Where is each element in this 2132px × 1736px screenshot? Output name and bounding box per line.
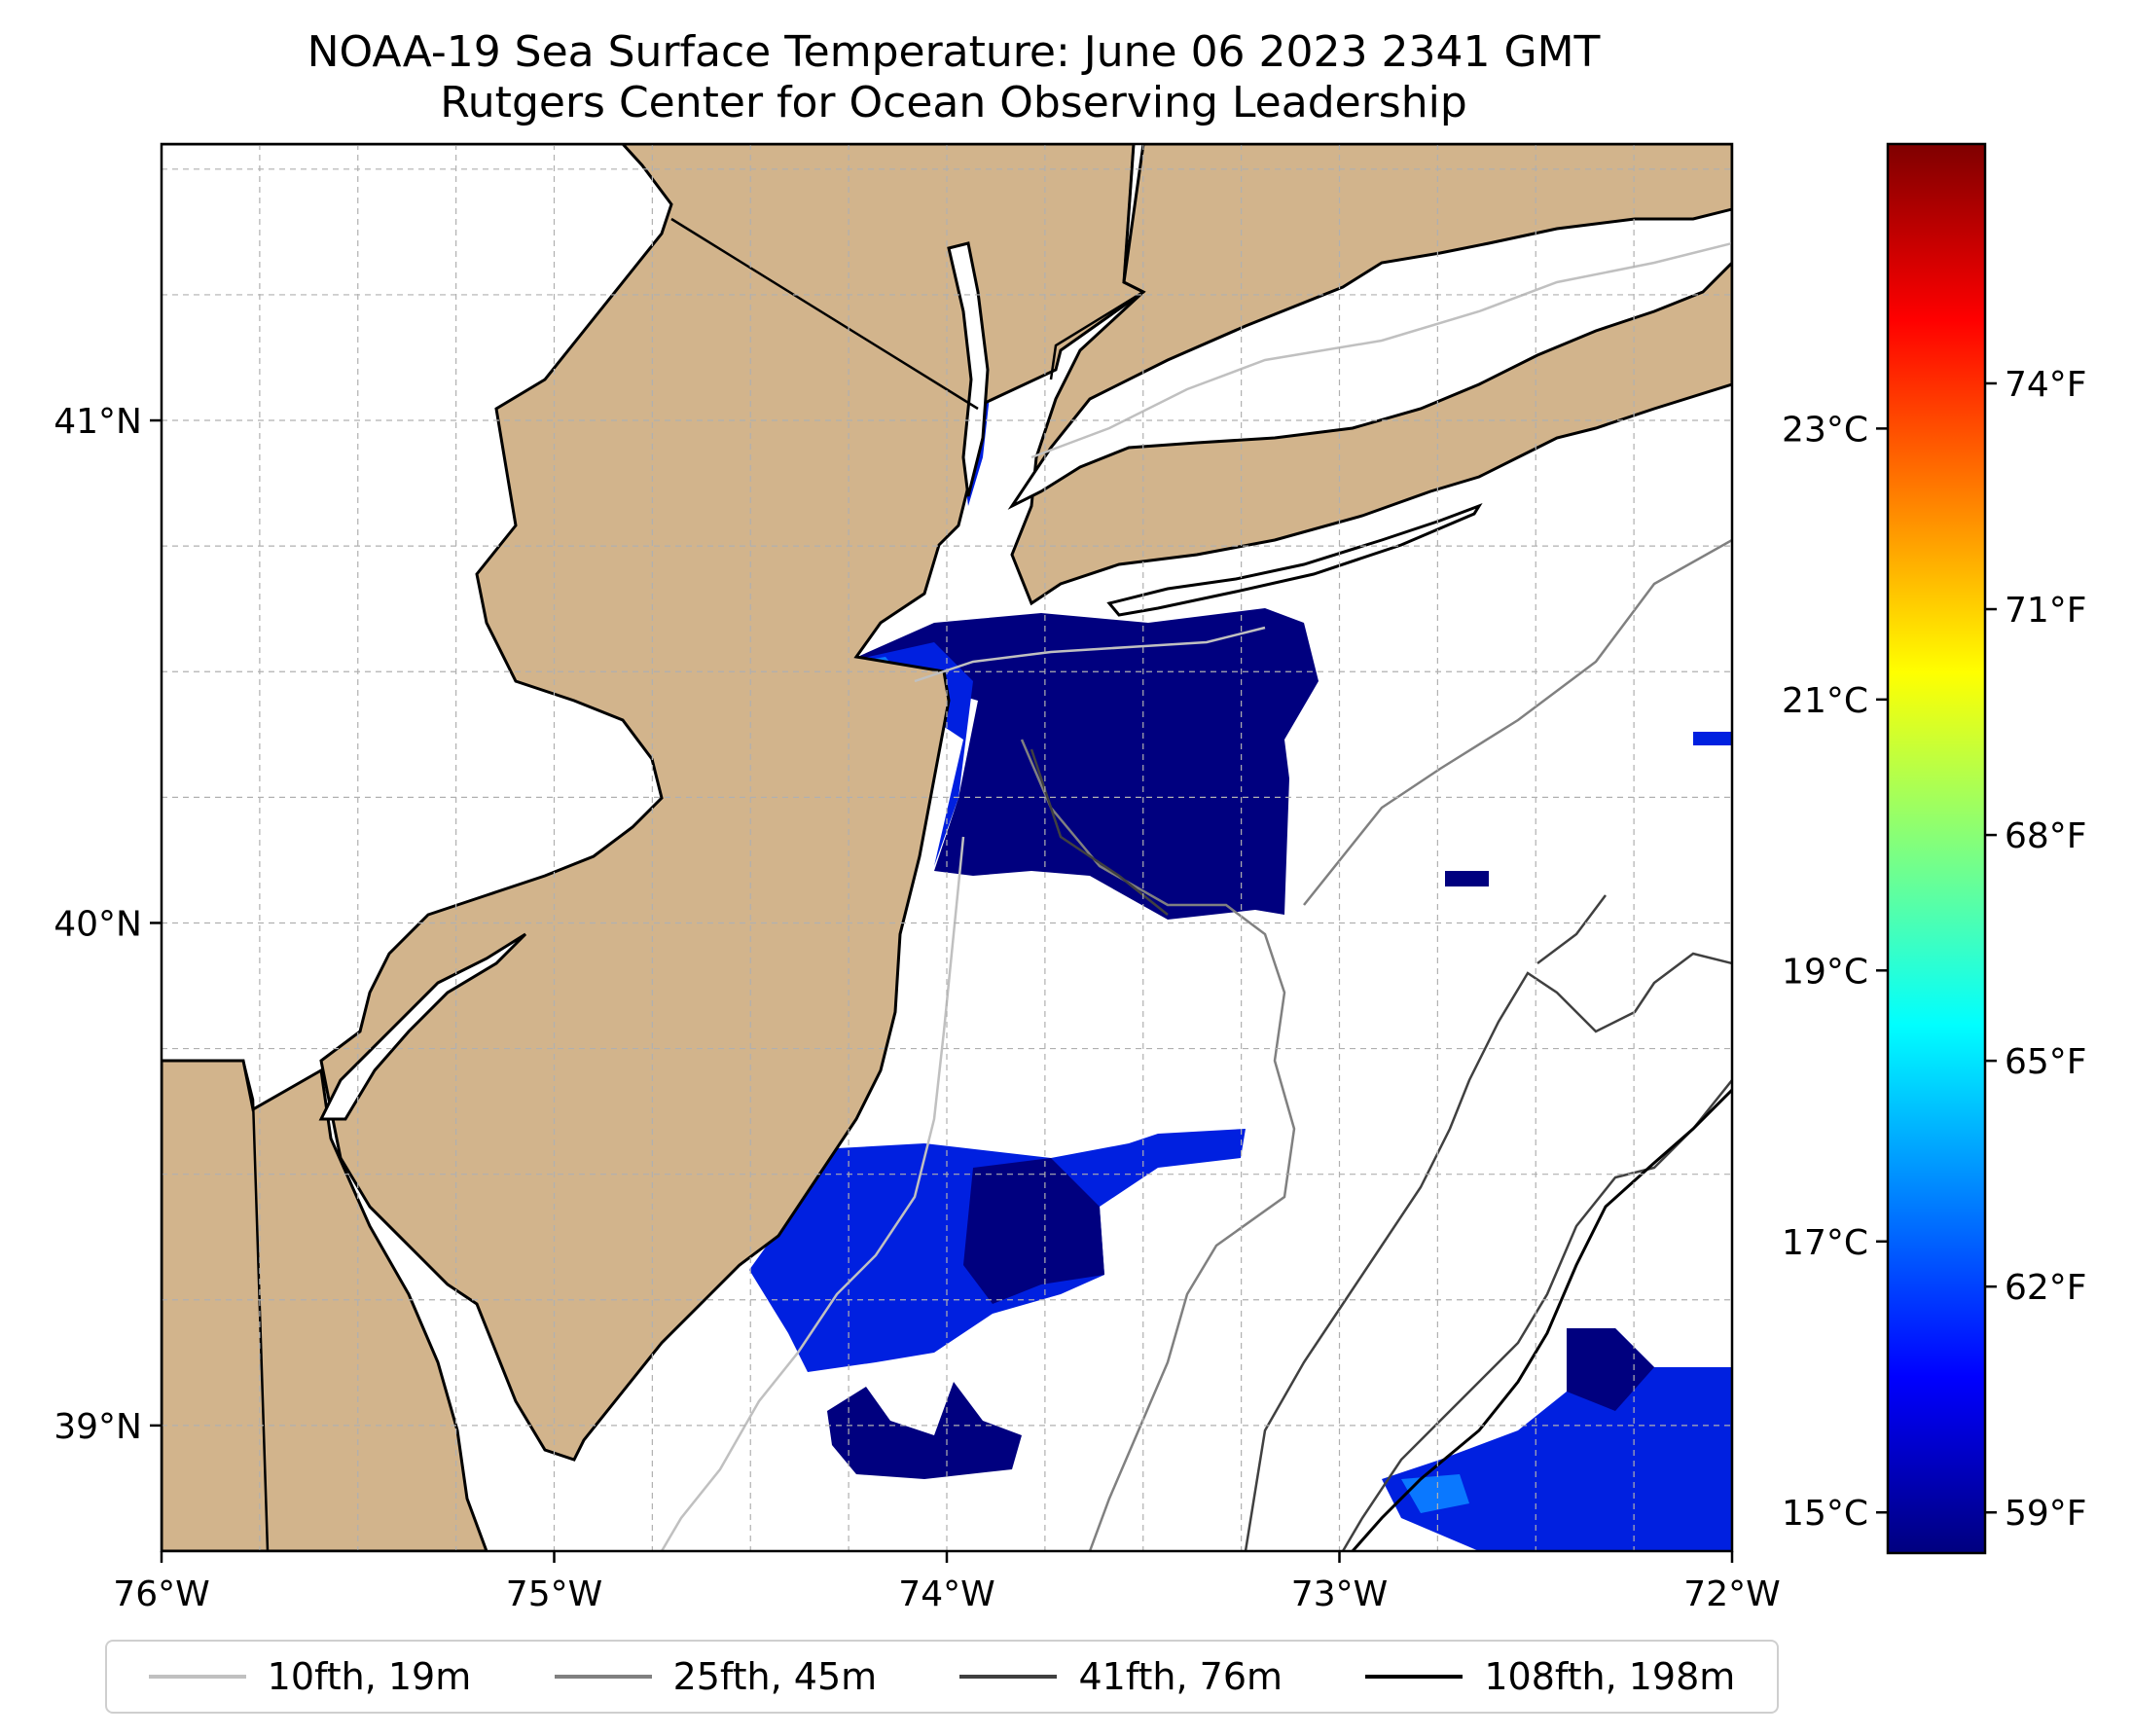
sst-patch-southeast-light bbox=[1401, 1474, 1469, 1513]
lat-tick-label: 39°N bbox=[54, 1407, 142, 1447]
sst-patch-southeast-dark bbox=[1567, 1328, 1654, 1411]
colorbar: 15°C 17°C 19°C 21°C 23°C 59°F 62°F 65°F 68°F 71°… bbox=[1782, 142, 2087, 1555]
sst-speck-east bbox=[1693, 732, 1732, 745]
colorbar-fahrenheit-label: 74°F bbox=[2005, 365, 2087, 405]
legend-label: 41fth, 76m bbox=[1078, 1655, 1283, 1698]
land-nj-pa bbox=[162, 144, 1146, 1462]
lat-axis: 41°N 40°N 39°N bbox=[54, 402, 162, 1447]
legend-line-swatch bbox=[148, 1675, 246, 1679]
isobath-layer bbox=[660, 241, 1732, 1551]
legend-label: 10fth, 19m bbox=[267, 1655, 472, 1698]
colorbar-fahrenheit-label: 59°F bbox=[2005, 1494, 2087, 1534]
legend-line-swatch bbox=[1365, 1675, 1463, 1679]
colorbar-fahrenheit-axis: 59°F 62°F 65°F 68°F 71°F 74°F bbox=[1985, 365, 2087, 1534]
lon-tick-label: 73°W bbox=[1291, 1574, 1388, 1614]
colorbar-fahrenheit-label: 71°F bbox=[2005, 591, 2087, 631]
colorbar-celsius-axis: 15°C 17°C 19°C 21°C 23°C bbox=[1782, 410, 1888, 1534]
lat-tick-label: 40°N bbox=[54, 904, 142, 944]
title-line-1: NOAA-19 Sea Surface Temperature: June 06… bbox=[307, 27, 1601, 77]
sst-speck-mid bbox=[1445, 871, 1489, 886]
colorbar-fahrenheit-label: 65°F bbox=[2005, 1042, 2087, 1082]
lon-tick-label: 76°W bbox=[113, 1574, 209, 1614]
hudson-river bbox=[947, 241, 990, 497]
delaware-river bbox=[318, 932, 527, 1121]
colorbar-fahrenheit-label: 68°F bbox=[2005, 816, 2087, 856]
sst-patch-south-nj-dark bbox=[963, 1158, 1104, 1304]
isobath-legend: 10fth, 19m 25fth, 45m 41fth, 76m 108fth, 19… bbox=[105, 1640, 1779, 1714]
chart-title: NOAA-19 Sea Surface Temperature: June 06… bbox=[0, 27, 1907, 128]
isobath-45m bbox=[1020, 538, 1732, 1551]
border-ny-ct bbox=[1049, 144, 1146, 380]
sst-patch-south-nj-offshore bbox=[827, 1382, 1022, 1479]
colorbar-celsius-label: 17°C bbox=[1782, 1223, 1868, 1263]
gridlines bbox=[162, 144, 1732, 1551]
legend-label: 108fth, 198m bbox=[1484, 1655, 1736, 1698]
legend-line-swatch bbox=[959, 1675, 1058, 1679]
colorbar-celsius-label: 23°C bbox=[1782, 410, 1868, 450]
isobath-76m bbox=[1030, 748, 1732, 1551]
lat-tick-label: 41°N bbox=[54, 402, 142, 442]
isobath-19m bbox=[660, 241, 1732, 1551]
colorbar-celsius-label: 15°C bbox=[1782, 1494, 1868, 1534]
isobath-198m bbox=[1351, 1088, 1732, 1551]
border-ny-nj bbox=[670, 217, 979, 411]
legend-label: 25fth, 45m bbox=[672, 1655, 878, 1698]
state-borders bbox=[162, 144, 1146, 1551]
legend-item: 108fth, 198m bbox=[1365, 1655, 1735, 1698]
lon-tick-label: 75°W bbox=[506, 1574, 602, 1614]
colorbar-fahrenheit-label: 62°F bbox=[2005, 1268, 2087, 1308]
legend-item: 10fth, 19m bbox=[148, 1655, 472, 1698]
lon-tick-label: 72°W bbox=[1683, 1574, 1780, 1614]
legend-line-swatch bbox=[554, 1675, 652, 1679]
border-de-md bbox=[162, 1059, 270, 1551]
lon-axis: 76°W 75°W 74°W 73°W 72°W bbox=[113, 1551, 1781, 1614]
title-line-2: Rutgers Center for Ocean Observing Leade… bbox=[440, 78, 1467, 127]
sst-patch-southeast bbox=[1382, 1328, 1732, 1551]
colorbar-celsius-label: 21°C bbox=[1782, 681, 1868, 721]
great-south-bay bbox=[1106, 503, 1483, 617]
colorbar-celsius-label: 19°C bbox=[1782, 952, 1868, 992]
map-plot-area bbox=[162, 144, 1732, 1551]
colorbar-gradient bbox=[1886, 142, 1987, 1555]
lon-tick-label: 74°W bbox=[898, 1574, 994, 1614]
legend-item: 25fth, 45m bbox=[554, 1655, 878, 1698]
legend-item: 41fth, 76m bbox=[959, 1655, 1283, 1698]
